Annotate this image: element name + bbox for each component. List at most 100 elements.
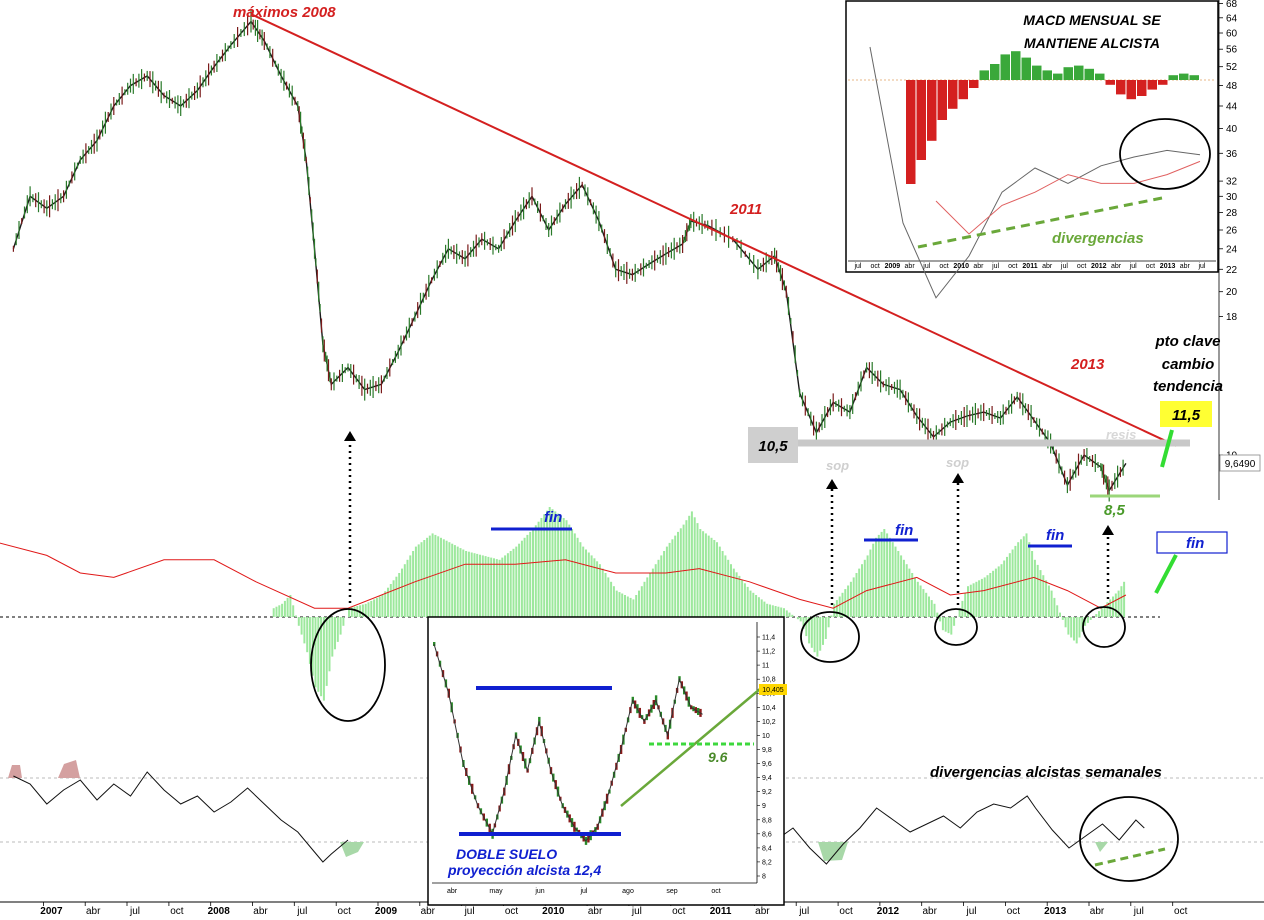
weekly-divergence-label: divergencias alcistas semanales <box>930 764 1162 781</box>
histogram-bar <box>481 555 484 617</box>
histogram-bar <box>1039 570 1042 617</box>
histogram-bar <box>911 573 914 617</box>
macd-hist-bar <box>1074 65 1084 80</box>
histogram-bar <box>997 566 1000 617</box>
histogram-bar <box>869 549 872 617</box>
pointer-arrowheads <box>344 431 1114 535</box>
histogram-bar <box>822 617 824 645</box>
time-tick-label: 2012 <box>877 906 900 917</box>
price-tick-label: 36 <box>1226 149 1238 160</box>
histogram-bar <box>799 617 802 622</box>
histogram-bar <box>1086 617 1089 623</box>
time-tick-label: abr <box>588 906 603 917</box>
price-tick-label: 68 <box>1226 0 1238 10</box>
daily-price-line <box>433 643 703 842</box>
histogram-bar <box>604 573 607 617</box>
macd-axis-label: 2009 <box>885 263 901 270</box>
daily-support-label: 9.6 <box>708 749 728 765</box>
histogram-bar <box>933 603 936 617</box>
macd-hist-bar <box>927 80 937 141</box>
histogram-bar <box>824 617 827 639</box>
histogram-bar <box>900 555 903 617</box>
time-tick-label: jul <box>129 906 140 917</box>
macd-hist-bar <box>1021 57 1031 80</box>
histogram-bar <box>964 593 967 617</box>
fin-label-1: fin <box>544 509 562 526</box>
histogram-bar <box>838 596 841 617</box>
histogram-bar <box>671 539 674 617</box>
macd-title-1: MACD MENSUAL SE <box>1023 12 1161 28</box>
histogram-bar <box>504 555 507 617</box>
histogram-bar <box>325 617 328 686</box>
histogram-bar <box>495 559 498 617</box>
current-price-box <box>1219 454 1261 472</box>
histogram-bar <box>1025 533 1028 617</box>
histogram-bar <box>562 518 565 617</box>
histogram-bar <box>827 617 830 628</box>
histogram-bar <box>693 517 696 617</box>
histogram-bar <box>791 614 794 617</box>
histogram-bar <box>969 584 972 617</box>
histogram-bar <box>958 608 961 617</box>
macd-axis-label: 2011 <box>1022 263 1037 270</box>
histogram-bar <box>886 533 889 617</box>
histogram-bar <box>1114 593 1117 617</box>
year-2013-label: 2013 <box>1070 356 1105 373</box>
histogram-bar <box>506 553 509 617</box>
volume-histogram-panel: fin fin fin fin <box>0 507 1228 722</box>
time-tick-label: 2013 <box>1044 906 1067 917</box>
level-11-5-label: 11,5 <box>1172 407 1201 424</box>
histogram-bar <box>1028 542 1031 617</box>
macd-axis-label: 2013 <box>1160 263 1176 270</box>
time-tick-label: jul <box>296 906 307 917</box>
histogram-bar <box>665 546 668 617</box>
histogram-bar <box>908 568 911 617</box>
oscillator-line-right <box>775 795 1145 865</box>
histogram-bar <box>947 617 950 634</box>
price-tick-label: 56 <box>1226 45 1238 56</box>
macd-axis-label: abr <box>1042 263 1053 270</box>
histogram-bar <box>704 533 707 617</box>
price-tick-label: 48 <box>1226 81 1238 92</box>
histogram-bar <box>668 542 671 617</box>
macd-axis-label: abr <box>905 263 916 270</box>
histogram-bar <box>688 515 691 617</box>
histogram-bar <box>479 554 481 617</box>
histogram-bar <box>858 568 861 617</box>
histogram-bar <box>855 573 858 617</box>
histogram-bar <box>766 603 769 617</box>
macd-hist-bar <box>1042 70 1052 80</box>
histogram-bar <box>610 581 613 617</box>
histogram-bar <box>978 580 981 617</box>
time-tick-label: 2007 <box>40 906 63 917</box>
macd-axis-label: oct <box>871 263 880 270</box>
histogram-bar <box>342 617 345 626</box>
histogram-bar <box>847 585 850 617</box>
histogram-bar <box>378 596 381 617</box>
macd-hist-bar <box>1063 67 1073 80</box>
histogram-bar <box>520 540 523 617</box>
histogram-bar <box>724 555 727 617</box>
histogram-bar <box>763 601 766 617</box>
histogram-bar <box>760 599 763 617</box>
histogram-bar <box>289 595 292 617</box>
histogram-bar <box>663 551 666 617</box>
histogram-bar <box>373 599 376 617</box>
histogram-bar <box>412 551 415 617</box>
sop-label-1: sop <box>826 458 849 473</box>
histogram-bar <box>677 531 679 617</box>
histogram-bar <box>361 604 364 617</box>
histogram-bar <box>1050 590 1053 617</box>
histogram-bar <box>922 589 925 617</box>
histogram-bar <box>1070 617 1073 638</box>
histogram-bar <box>476 553 479 617</box>
histogram-bar <box>573 533 576 617</box>
histogram-bar <box>1084 617 1087 626</box>
macd-circle <box>1119 118 1211 190</box>
daily-price-tick-label: 11,2 <box>762 649 775 656</box>
histogram-bar <box>281 603 284 617</box>
histogram-bar <box>615 590 618 617</box>
histogram-bar <box>568 524 571 617</box>
daily-price-tick-label: 9 <box>762 803 766 810</box>
price-tick-label: 40 <box>1226 124 1238 135</box>
